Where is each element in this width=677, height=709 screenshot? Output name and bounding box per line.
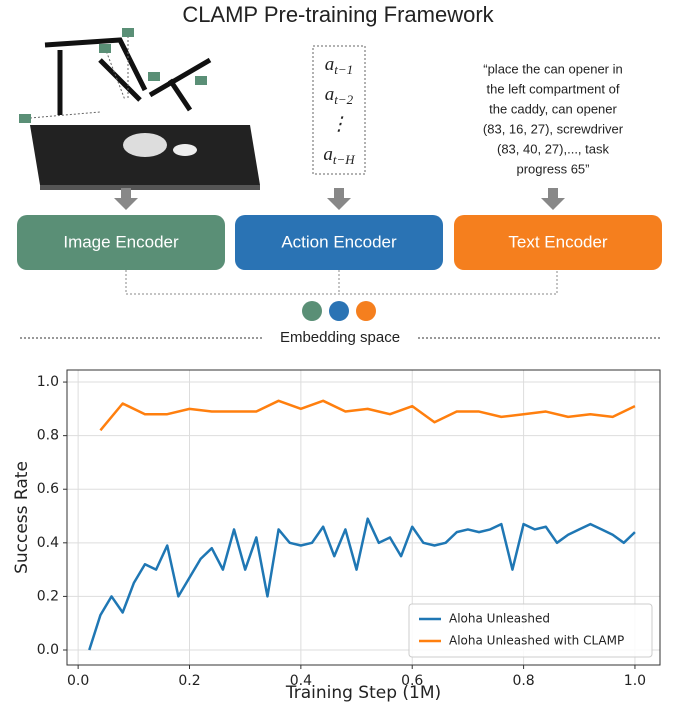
encoder-box [454,215,662,270]
figure-title: CLAMP Pre-training Framework [182,2,494,27]
encoder-label: Action Encoder [281,232,397,251]
point-cloud-image [19,28,260,190]
action-base: a [325,54,335,75]
embedding-dot [302,301,322,321]
prompt-line: (83, 40, 27),..., task [497,141,609,156]
encoder-box [235,215,443,270]
encoder-box [17,215,225,270]
action-sub: t−2 [334,92,353,107]
x-tick-label: 0.4 [290,673,312,689]
y-axis-label: Success Rate [12,461,32,574]
y-tick-label: 1.0 [37,374,59,390]
series-line [99,399,636,432]
connector [125,270,558,295]
x-axis-label: Training Step (1M) [285,683,441,703]
action-base: a [323,144,333,165]
legend-label: Aloha Unleashed [449,612,550,626]
y-tick-label: 0.4 [37,535,59,551]
x-tick-label: 0.8 [512,673,534,689]
action-box [312,45,366,175]
action-label: at−1 [325,54,353,77]
y-tick-label: 0.8 [37,428,59,444]
embedding-dot [356,301,376,321]
encoder-label: Image Encoder [63,232,179,251]
embedding-label: Embedding space [280,329,400,346]
prompt-line: progress 65” [517,161,590,176]
prompt-line: the caddy, can opener [489,101,617,116]
action-label: at−H [323,144,355,167]
action-label: at−2 [325,84,354,107]
x-tick-label: 0.2 [178,673,200,689]
y-tick-label: 0.6 [37,481,59,497]
action-sub: t−1 [334,62,353,77]
series-line [88,517,636,651]
action-label: ⋮ [330,114,349,135]
legend-label: Aloha Unleashed with CLAMP [449,634,624,648]
y-tick-label: 0.0 [37,642,59,658]
plot-frame [66,369,661,666]
prompt-line: “place the can opener in [483,61,622,76]
legend-box [408,603,653,658]
x-tick-label: 0.6 [401,673,423,689]
prompt-line: the left compartment of [487,81,620,96]
action-sub: t−H [333,152,355,167]
x-tick-label: 1.0 [624,673,646,689]
prompt-line: (83, 16, 27), screwdriver [483,121,624,136]
action-base: ⋮ [330,114,349,135]
embedding-dot [329,301,349,321]
x-tick-label: 0.0 [67,673,89,689]
action-base: a [325,84,335,105]
arrows [114,188,565,210]
y-tick-label: 0.2 [37,588,59,604]
encoder-label: Text Encoder [508,232,608,251]
